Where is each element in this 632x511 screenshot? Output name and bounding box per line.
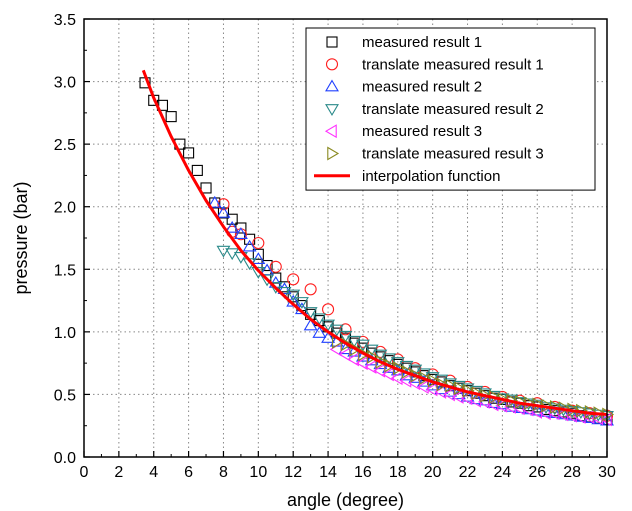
y-tick-label: 2.0 bbox=[54, 200, 76, 217]
data-point bbox=[183, 147, 195, 159]
y-tick-label: 1.0 bbox=[54, 325, 76, 342]
x-tick-label: 14 bbox=[319, 464, 337, 481]
data-point bbox=[312, 326, 327, 338]
data-point bbox=[375, 354, 388, 369]
data-point bbox=[287, 273, 300, 286]
x-tick-label: 20 bbox=[424, 464, 442, 481]
y-tick-label: 1.5 bbox=[54, 262, 76, 279]
legend-label: interpolation function bbox=[362, 168, 500, 185]
data-layer bbox=[139, 69, 615, 427]
x-tick-label: 8 bbox=[219, 464, 228, 481]
data-point bbox=[409, 362, 422, 375]
data-point bbox=[261, 259, 273, 272]
legend-label: translate measured result 1 bbox=[362, 56, 544, 73]
legend-marker bbox=[325, 79, 339, 92]
legend-marker bbox=[325, 58, 339, 71]
data-point bbox=[384, 358, 397, 373]
data-point bbox=[349, 342, 362, 357]
data-point bbox=[329, 324, 344, 337]
legend-item: translate measured result 2 bbox=[325, 101, 544, 118]
series-7 bbox=[141, 69, 608, 416]
data-point bbox=[340, 337, 353, 352]
legend-item: interpolation function bbox=[314, 168, 500, 185]
legend-item: translate measured result 1 bbox=[325, 56, 544, 73]
y-tick-label: 3.0 bbox=[54, 75, 76, 92]
interpolation-line bbox=[141, 69, 608, 416]
data-point bbox=[277, 282, 292, 295]
legend-label: translate measured result 3 bbox=[362, 146, 544, 163]
data-point bbox=[321, 331, 336, 343]
series-3 bbox=[207, 195, 614, 426]
x-tick-label: 26 bbox=[528, 464, 546, 481]
data-point bbox=[434, 382, 449, 395]
legend-label: measured result 2 bbox=[362, 79, 482, 96]
x-tick-label: 22 bbox=[459, 464, 477, 481]
legend-marker bbox=[324, 124, 337, 139]
data-point bbox=[252, 248, 264, 260]
x-tick-label: 6 bbox=[184, 464, 193, 481]
x-tick-label: 0 bbox=[80, 464, 89, 481]
data-point bbox=[304, 283, 317, 296]
legend-label: measured result 1 bbox=[362, 34, 482, 51]
data-point bbox=[233, 227, 248, 239]
legend-item: measured result 3 bbox=[324, 123, 482, 140]
legend-item: measured result 1 bbox=[326, 34, 482, 51]
y-tick-label: 3.5 bbox=[54, 12, 76, 29]
data-point bbox=[425, 378, 440, 391]
data-point bbox=[312, 313, 327, 326]
axis-ticks: 0 2 4 6 8 10 12 14 16 18 20 22 24 26 28 300.00.51.01.52… bbox=[54, 12, 616, 481]
data-point bbox=[225, 248, 240, 261]
x-tick-label: 18 bbox=[389, 464, 407, 481]
x-tick-label: 10 bbox=[249, 464, 267, 481]
data-point bbox=[226, 213, 238, 225]
data-point bbox=[252, 236, 265, 250]
legend-label: measured result 3 bbox=[362, 123, 482, 140]
data-point bbox=[303, 318, 318, 331]
data-point bbox=[294, 297, 309, 309]
data-point bbox=[207, 195, 222, 208]
x-tick-label: 30 bbox=[598, 464, 616, 481]
data-point bbox=[225, 220, 240, 233]
x-axis-title: angle (degree) bbox=[287, 490, 404, 510]
data-point bbox=[303, 307, 318, 319]
y-axis-title: pressure (bar) bbox=[11, 181, 31, 294]
x-tick-label: 12 bbox=[284, 464, 302, 481]
legend-label: translate measured result 2 bbox=[362, 101, 544, 118]
legend-marker bbox=[325, 104, 339, 116]
x-tick-label: 2 bbox=[114, 464, 123, 481]
series-2 bbox=[217, 198, 614, 422]
data-point bbox=[269, 260, 282, 273]
x-tick-label: 24 bbox=[494, 464, 512, 481]
y-tick-label: 0.0 bbox=[54, 450, 76, 467]
legend-item: measured result 2 bbox=[325, 79, 482, 96]
data-point bbox=[200, 182, 212, 194]
data-point bbox=[242, 239, 257, 252]
legend-marker bbox=[326, 36, 338, 48]
data-point bbox=[287, 291, 299, 303]
legend: measured result 1 translate measured resu… bbox=[305, 27, 596, 191]
data-point bbox=[599, 412, 612, 427]
data-point bbox=[217, 198, 230, 211]
x-tick-label: 4 bbox=[149, 464, 158, 481]
x-tick-label: 16 bbox=[354, 464, 372, 481]
data-point bbox=[322, 303, 335, 316]
x-tick-label: 28 bbox=[563, 464, 581, 481]
y-tick-label: 2.5 bbox=[54, 137, 76, 154]
data-point bbox=[216, 205, 231, 218]
data-point bbox=[358, 347, 371, 362]
data-point bbox=[286, 289, 301, 302]
legend-item: translate measured result 3 bbox=[327, 146, 544, 163]
legend-box bbox=[305, 27, 596, 191]
data-point bbox=[216, 245, 231, 258]
y-tick-label: 0.5 bbox=[54, 387, 76, 404]
data-point bbox=[191, 164, 203, 176]
data-point bbox=[165, 111, 177, 123]
legend-marker bbox=[327, 146, 340, 161]
